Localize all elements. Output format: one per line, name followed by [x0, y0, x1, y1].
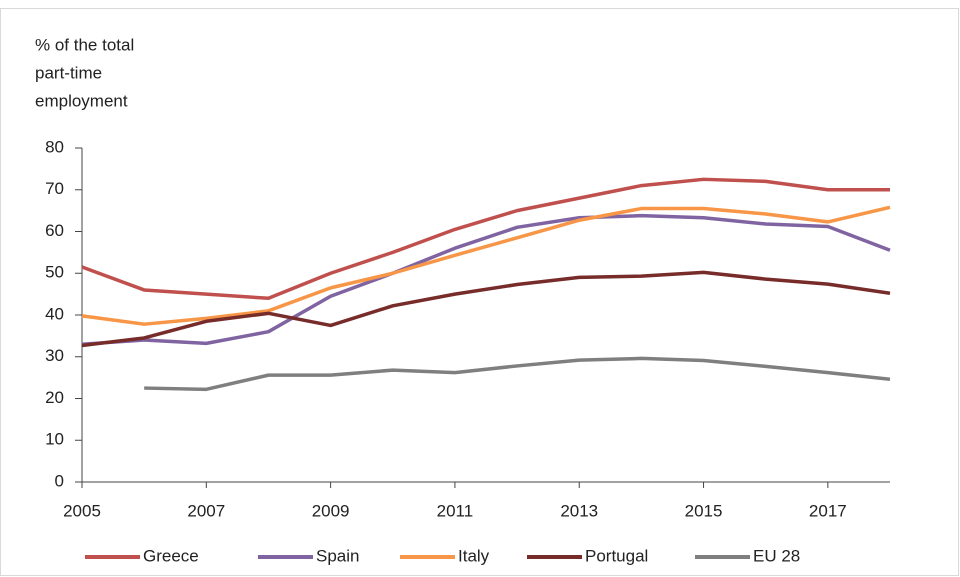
legend-label: Italy [458, 546, 490, 565]
y-tick-label: 80 [45, 137, 64, 156]
x-tick-label: 2017 [809, 501, 847, 520]
y-tick-label: 20 [45, 388, 64, 407]
x-tick-label: 2015 [685, 501, 723, 520]
x-tick-label: 2005 [63, 501, 101, 520]
y-axis-label: employment [35, 91, 128, 110]
y-tick-label: 60 [45, 221, 64, 240]
x-tick-label: 2013 [560, 501, 598, 520]
legend-label: EU 28 [753, 546, 800, 565]
line-series [81, 205, 891, 326]
legend-label: Spain [316, 546, 359, 565]
y-tick-label: 70 [45, 179, 64, 198]
legend-label: Greece [143, 546, 199, 565]
line-series [144, 356, 891, 392]
line-series [81, 270, 891, 348]
y-tick-label: 10 [45, 430, 64, 449]
line-series [81, 177, 890, 301]
y-tick-label: 40 [45, 304, 64, 323]
y-axis-label: part-time [35, 63, 102, 82]
y-tick-label: 50 [45, 263, 64, 282]
x-tick-label: 2009 [312, 501, 350, 520]
x-tick-label: 2007 [187, 501, 225, 520]
x-tick-label: 2011 [437, 501, 474, 520]
legend-label: Portugal [585, 546, 648, 565]
y-tick-label: 0 [55, 471, 64, 490]
y-tick-label: 30 [45, 346, 64, 365]
y-axis-label: % of the total [35, 35, 134, 54]
chart-border [0, 8, 959, 576]
line-series [81, 213, 891, 346]
